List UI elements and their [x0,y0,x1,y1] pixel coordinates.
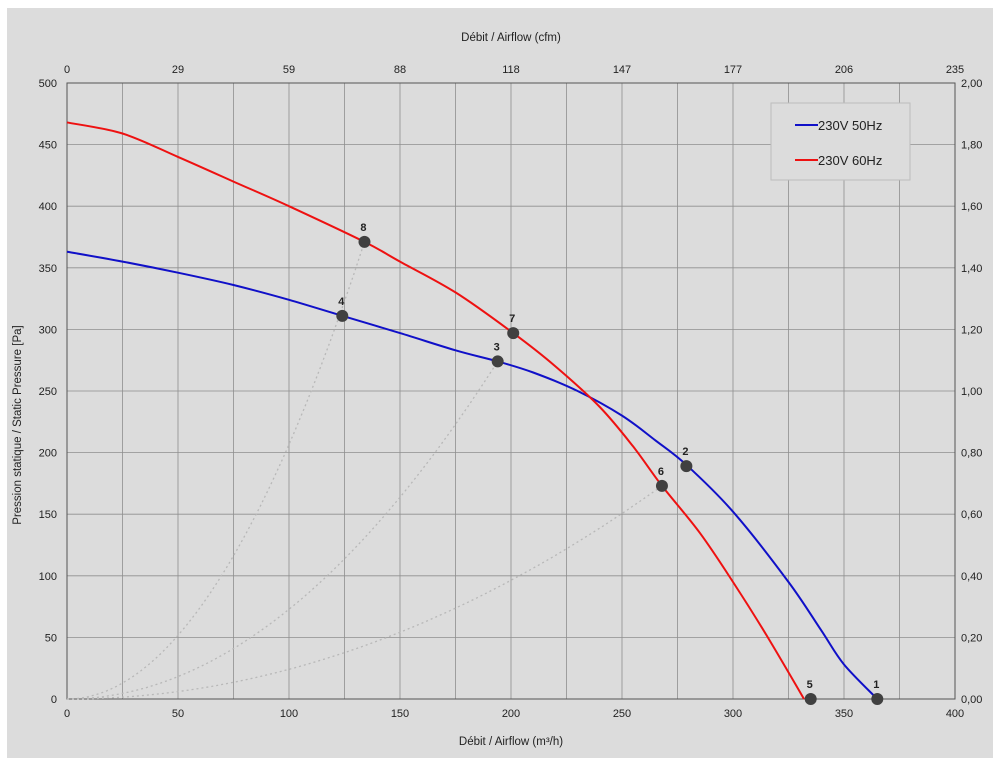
plot-frame [66,82,956,700]
x-tick-label: 300 [724,708,742,720]
y-tick-label: 200 [39,448,57,460]
right-tick-label: 1,60 [961,201,982,213]
operating-point-3 [491,355,504,368]
x-tick-label: 250 [613,708,631,720]
operating-point-6 [655,479,668,492]
legend: 230V 50Hz 230V 60Hz [770,102,911,181]
y-tick-label: 350 [39,263,57,275]
y-tick-label: 400 [39,201,57,213]
legend-label-50hz: 230V 50Hz [818,118,882,133]
x-tick-label: 100 [280,708,298,720]
operating-point-1 [871,693,884,705]
operating-point-label-7: 7 [509,313,515,325]
series-line-50hz [66,250,879,700]
x-tick-label: 200 [502,708,520,720]
bottom-axis-title: Débit / Airflow (m³/h) [459,736,563,748]
system-curve [66,241,366,700]
operating-point-7 [507,327,520,340]
top-tick-label: 59 [283,64,295,76]
top-tick-label: 0 [64,64,70,76]
operating-points: 1 2 3 4 5 6 7 8 [336,222,884,705]
operating-point-label-4: 4 [338,296,345,308]
operating-point-2 [680,460,693,473]
y-tick-label: 250 [39,386,57,398]
right-tick-label: 1,00 [961,386,982,398]
top-tick-label: 206 [835,64,853,76]
system-curves [66,241,663,700]
right-tick-label: 0,60 [961,509,982,521]
y-tick-label: 0 [51,694,57,706]
y-tick-label: 300 [39,324,57,336]
operating-point-label-3: 3 [494,341,500,353]
operating-point-8 [358,235,371,248]
legend-label-60hz: 230V 60Hz [818,153,882,168]
top-tick-label: 118 [502,64,520,76]
y-tick-label: 500 [39,78,57,90]
x-tick-label: 400 [946,708,964,720]
operating-point-5 [804,693,817,705]
y-tick-label: 150 [39,509,57,521]
right-tick-label: 0,80 [961,448,982,460]
x-tick-label: 0 [64,708,70,720]
right-tick-label: 0,00 [961,694,982,706]
operating-point-label-1: 1 [873,679,879,691]
right-tick-label: 0,40 [961,571,982,583]
top-tick-label: 29 [172,64,184,76]
left-axis-title: Pression statique / Static Pressure [Pa] [12,325,24,524]
top-tick-label: 147 [613,64,631,76]
top-tick-label: 235 [946,64,964,76]
top-axis-title: Débit / Airflow (cfm) [461,32,561,44]
right-tick-label: 1,20 [961,324,982,336]
right-tick-label: 1,80 [961,140,982,152]
operating-point-label-6: 6 [658,466,664,478]
right-tick-label: 2,00 [961,78,982,90]
operating-point-label-5: 5 [807,679,813,691]
y-tick-label: 50 [45,632,57,644]
top-tick-label: 177 [724,64,742,76]
operating-point-label-8: 8 [360,222,366,234]
x-tick-label: 50 [172,708,184,720]
legend-box [770,102,911,181]
operating-point-label-2: 2 [682,446,688,458]
y-tick-label: 450 [39,140,57,152]
y-tick-label: 100 [39,571,57,583]
x-tick-label: 350 [835,708,853,720]
operating-point-4 [336,309,349,322]
right-tick-label: 1,40 [961,263,982,275]
x-tick-label: 150 [391,708,409,720]
grid [67,83,955,699]
system-curve [66,361,499,700]
right-tick-label: 0,20 [961,632,982,644]
top-tick-label: 88 [394,64,406,76]
